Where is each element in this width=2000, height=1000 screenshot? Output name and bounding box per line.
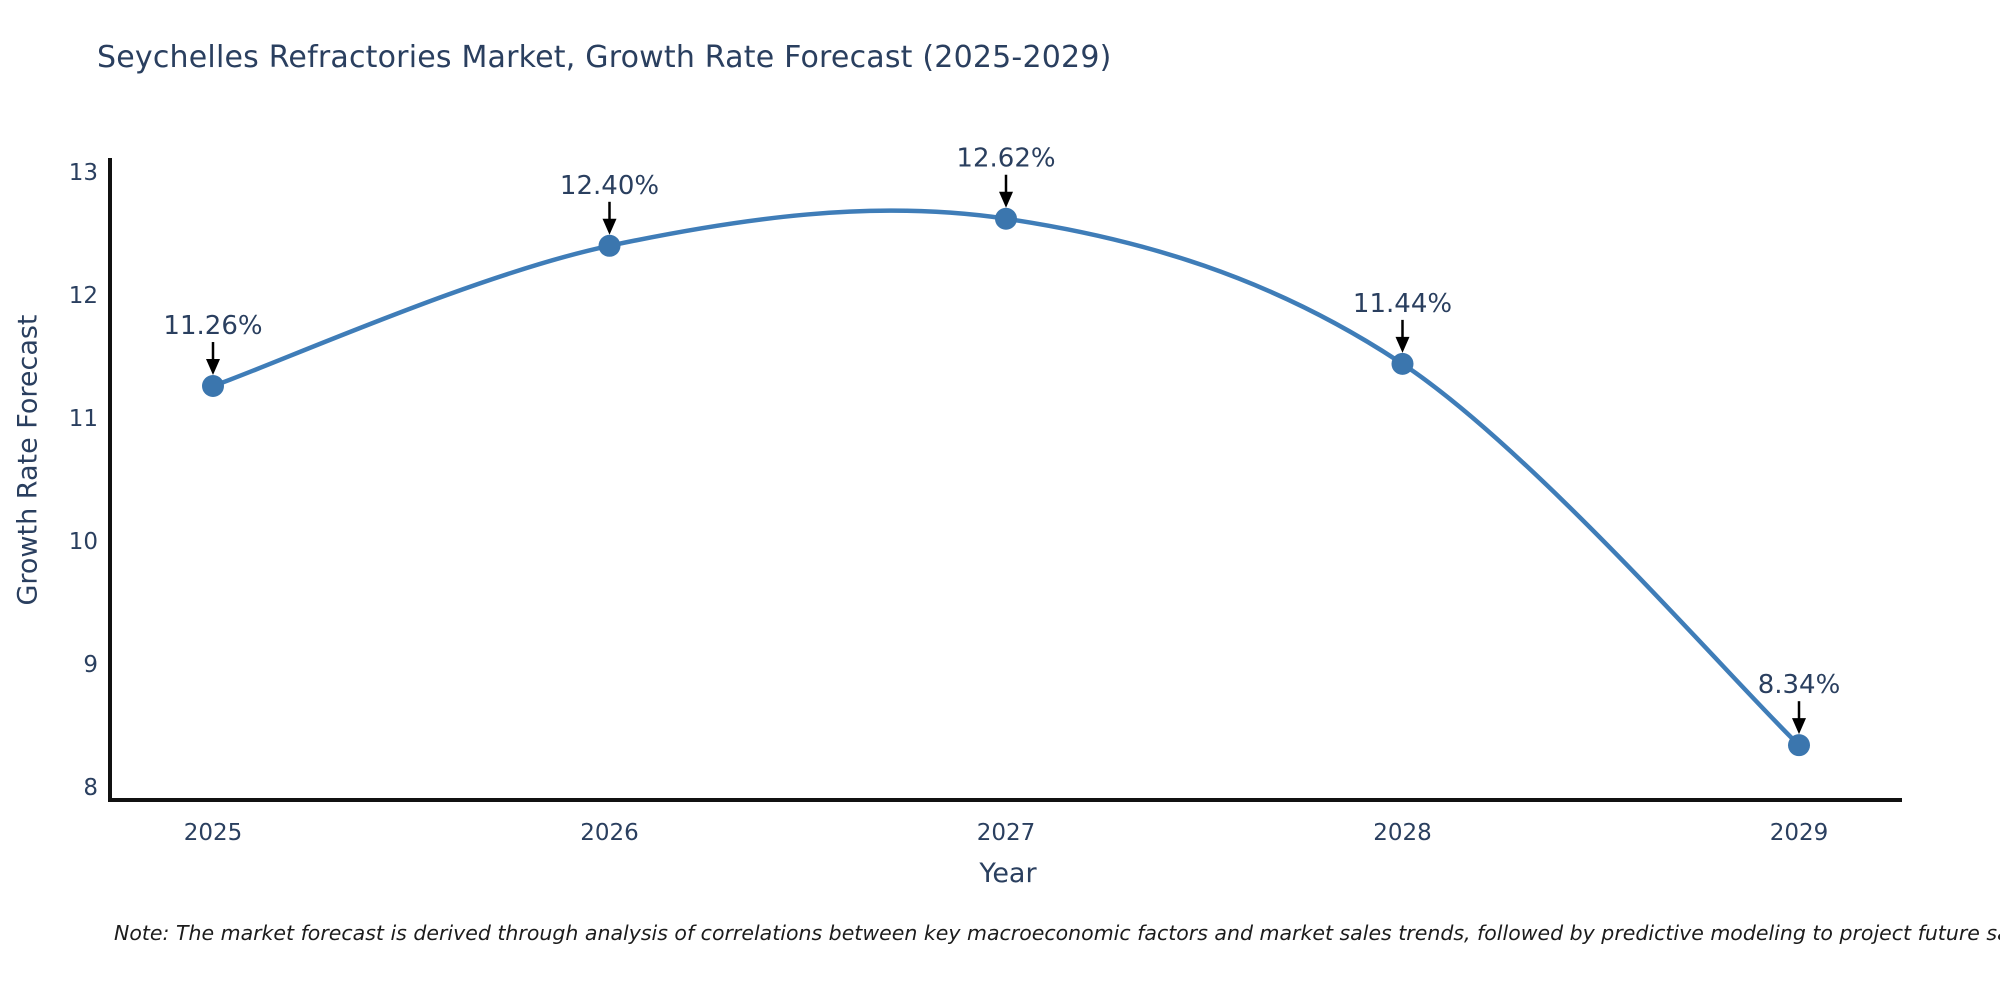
annotation-arrow-head-icon [206, 359, 220, 376]
annotation-arrow-head-icon [1395, 336, 1410, 353]
y-tick-label-12: 12 [69, 283, 98, 309]
annotation-label-2025: 11.26% [163, 311, 262, 341]
y-tick-label-13: 13 [69, 160, 98, 186]
data-point-2028 [1391, 352, 1414, 375]
annotation-arrow-head-icon [1792, 718, 1806, 735]
annotation-arrow-head-icon [602, 218, 617, 235]
data-point-2026 [598, 234, 621, 257]
y-axis-title: Growth Rate Forecast [12, 314, 44, 606]
annotation-arrow-head-icon [999, 191, 1013, 208]
x-tick-label-2027: 2027 [977, 820, 1036, 846]
data-point-2027 [995, 207, 1017, 230]
x-axis-title: Year [979, 858, 1037, 889]
x-tick-label-2029: 2029 [1770, 820, 1829, 846]
y-tick-label-9: 9 [83, 652, 98, 678]
y-tick-label-10: 10 [69, 529, 98, 555]
x-tick-label-2025: 2025 [184, 820, 243, 846]
chart-title: Seychelles Refractories Market, Growth R… [97, 40, 1112, 75]
annotation-label-2028: 11.44% [1353, 289, 1452, 319]
x-tick-label-2026: 2026 [580, 820, 639, 846]
y-tick-label-11: 11 [69, 406, 98, 432]
x-tick-label-2028: 2028 [1373, 820, 1432, 846]
data-point-2025 [202, 375, 224, 398]
y-tick-label-8: 8 [83, 775, 98, 801]
annotation-label-2026: 12.40% [560, 171, 659, 201]
data-point-2029 [1788, 734, 1810, 757]
forecast-line [210, 208, 1802, 748]
annotation-label-2029: 8.34% [1758, 670, 1841, 700]
annotation-label-2027: 12.62% [956, 144, 1055, 174]
footnote: Note: The market forecast is derived thr… [114, 921, 2000, 945]
